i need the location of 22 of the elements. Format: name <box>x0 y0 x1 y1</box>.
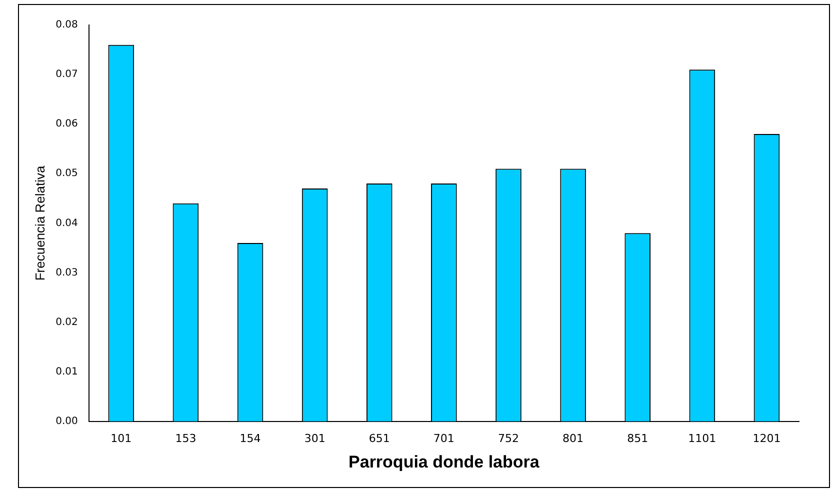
y-tick-label: 0.08 <box>56 20 78 31</box>
x-tick-label: 701 <box>433 432 454 445</box>
y-tick-label: 0.05 <box>56 168 78 180</box>
y-tick-label: 0.03 <box>56 267 78 278</box>
y-tick-label: 0.01 <box>56 366 78 378</box>
x-tick-label: 1101 <box>688 432 716 445</box>
x-tick-label: 752 <box>498 432 519 445</box>
x-axis-title: Parroquia donde labora <box>348 452 540 472</box>
x-tick-label: 301 <box>304 432 326 445</box>
y-tick-label: 0.04 <box>56 218 78 229</box>
y-tick-label: 0.00 <box>56 416 78 427</box>
x-tick-label: 1201 <box>752 432 781 445</box>
x-tick-label: 154 <box>240 432 261 445</box>
y-tick-label: 0.07 <box>56 69 78 80</box>
x-tick-label: 153 <box>175 432 196 445</box>
x-tick-label: 801 <box>562 432 584 445</box>
y-tick-label: 0.02 <box>56 316 78 328</box>
y-tick-label: 0.06 <box>56 118 78 130</box>
x-tick-label: 651 <box>368 432 390 445</box>
y-axis-title: Frecuencia Relativa <box>32 164 48 281</box>
x-tick-label: 101 <box>110 432 132 445</box>
x-tick-label: 851 <box>627 432 648 445</box>
